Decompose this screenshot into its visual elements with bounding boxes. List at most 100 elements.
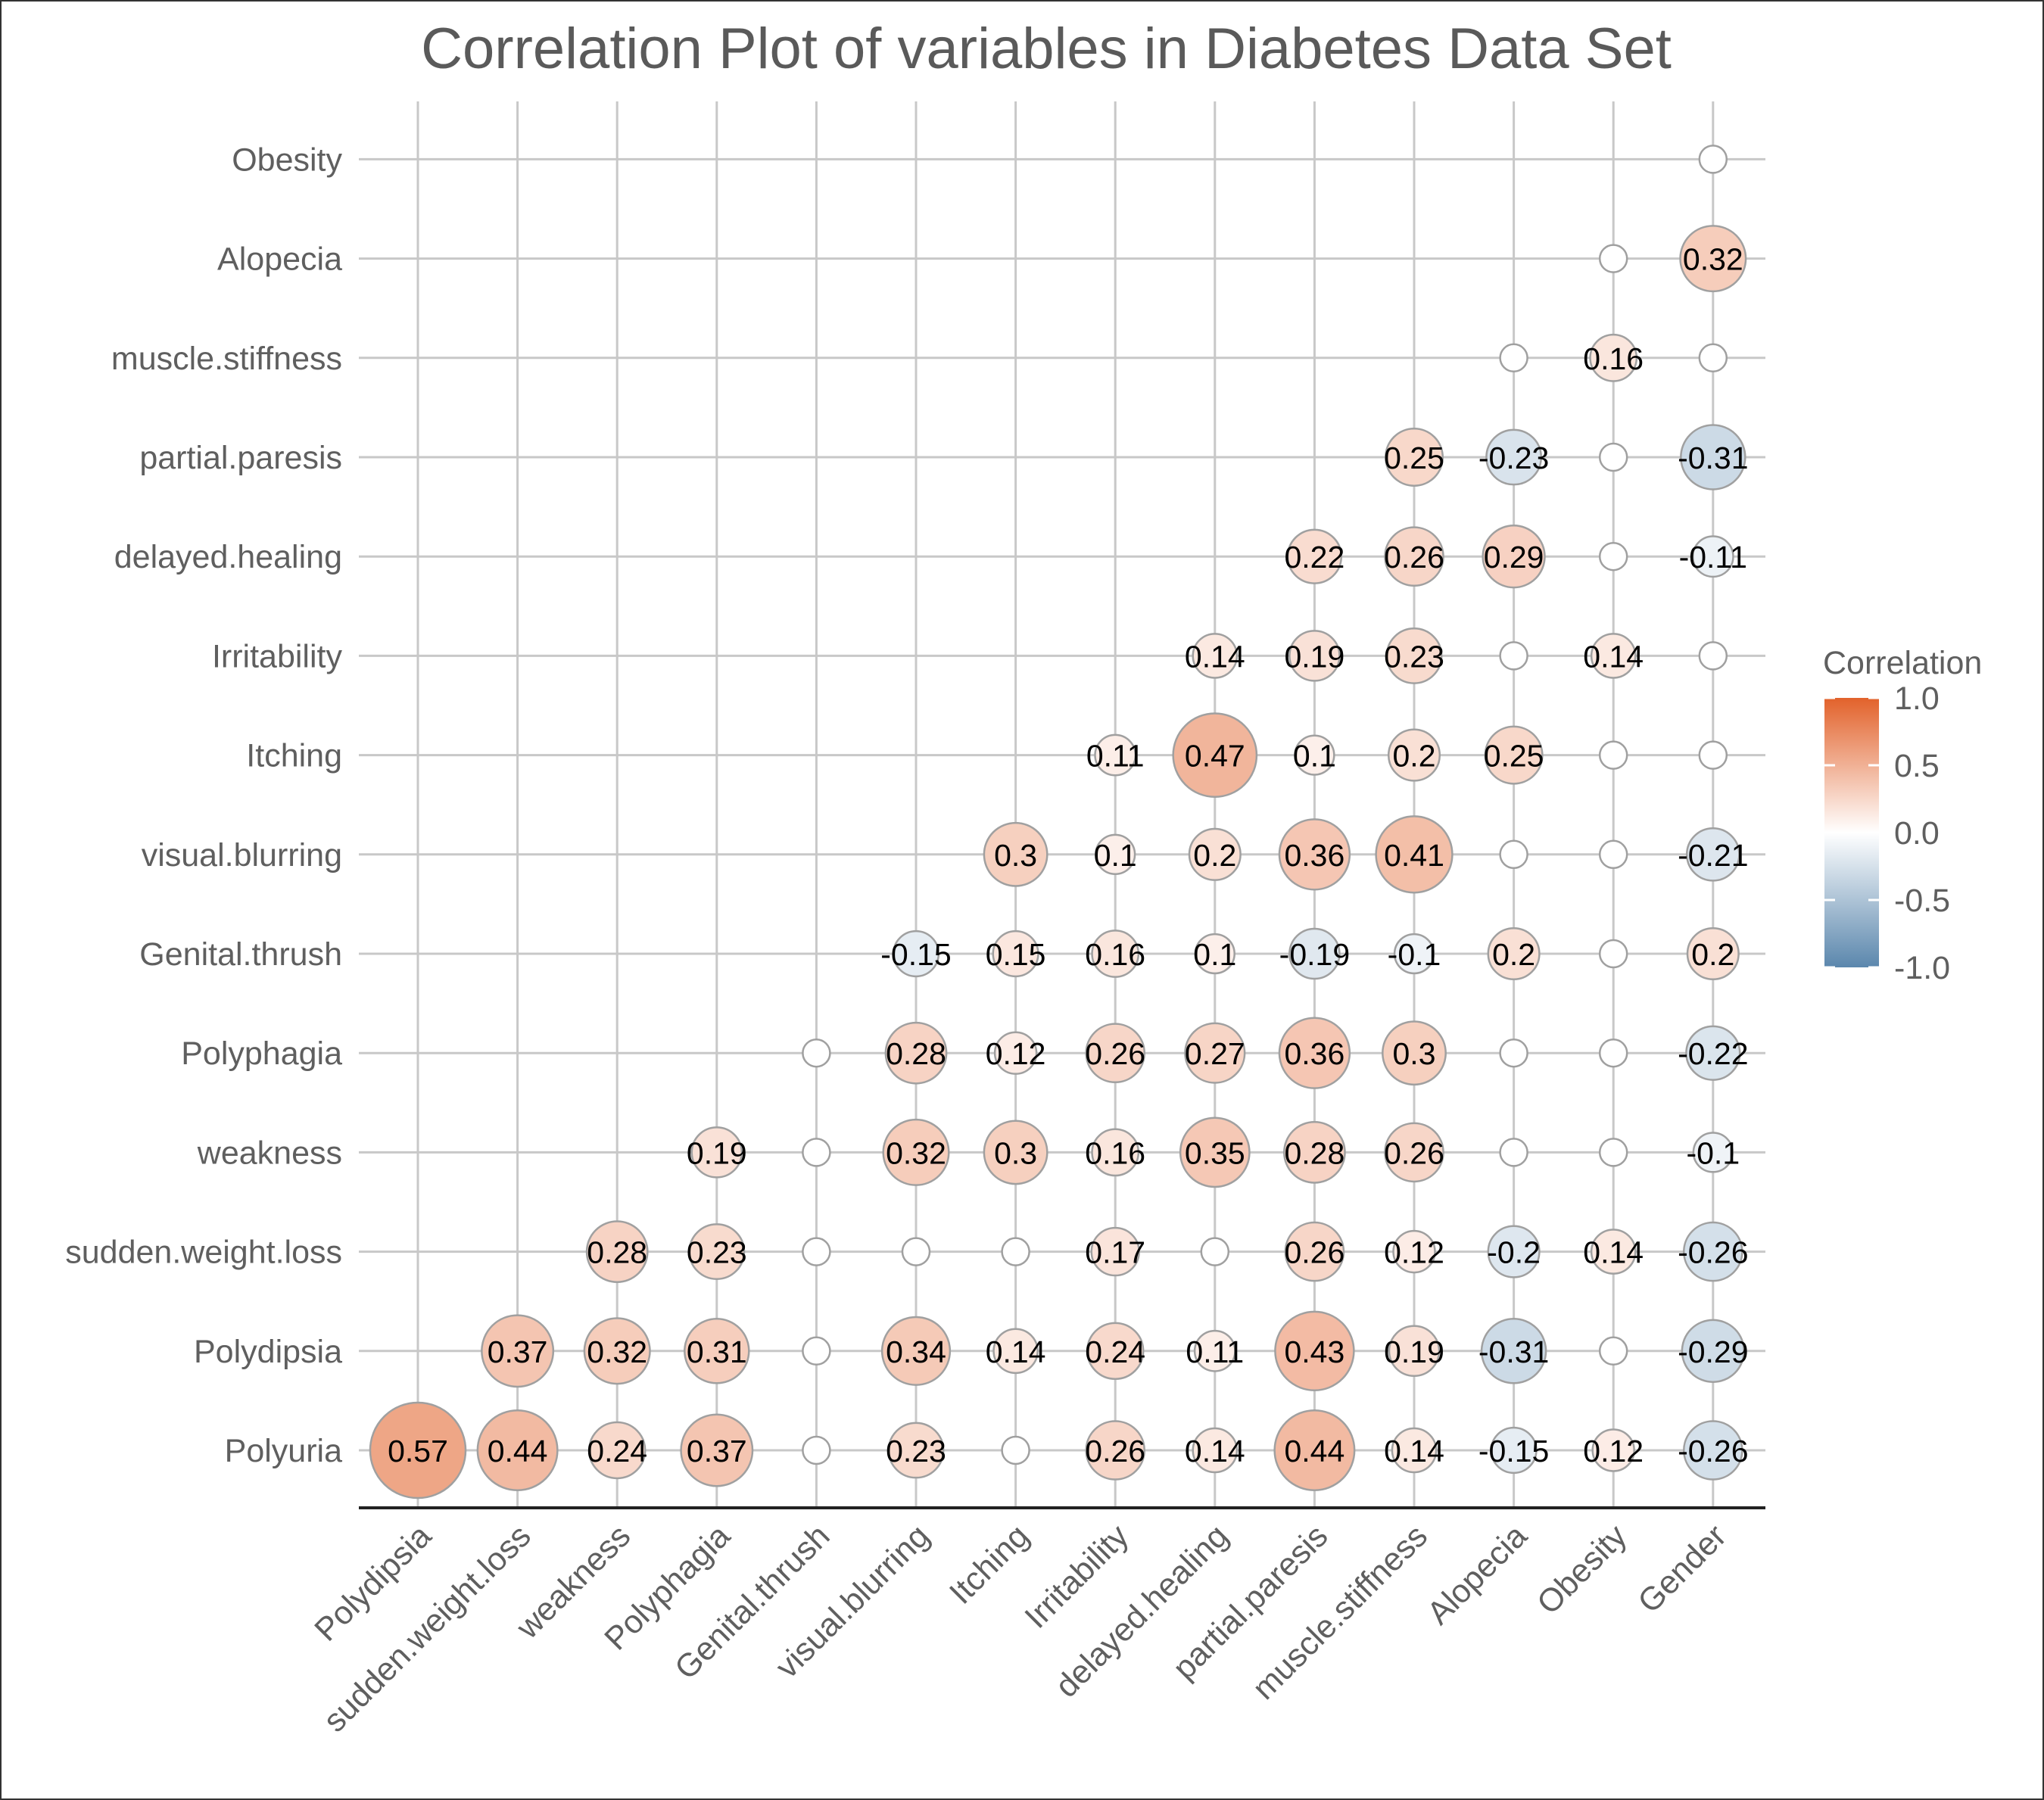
correlation-value-label: 0.1 [1094, 838, 1137, 873]
correlation-value-label: 0.2 [1492, 937, 1535, 972]
correlation-circle [1200, 1237, 1230, 1266]
correlation-value-label: 0.28 [1284, 1135, 1344, 1170]
correlation-value-label: 0.23 [687, 1235, 747, 1270]
correlation-value-label: 0.2 [1691, 937, 1734, 972]
correlation-value-label: 0.11 [1186, 1334, 1244, 1369]
x-tick-label: Alopecia [1420, 1518, 1535, 1632]
correlation-circle [1085, 1023, 1145, 1083]
correlation-circle [1590, 633, 1637, 679]
correlation-value-label: 0.36 [1284, 1036, 1344, 1071]
correlation-value-label: -0.21 [1678, 838, 1748, 873]
correlation-circle [802, 1237, 831, 1266]
correlation-circle [1485, 428, 1543, 486]
correlation-circle [983, 1120, 1048, 1185]
y-tick-label: sudden.weight.loss [65, 1235, 342, 1271]
correlation-circle [1085, 1420, 1145, 1481]
correlation-value-label: 0.26 [1384, 540, 1444, 575]
legend-title: Correlation [1823, 645, 1982, 681]
correlation-value-label: 0.24 [1085, 1334, 1145, 1369]
correlation-value-label: 0.14 [1583, 639, 1644, 674]
correlation-circle [1001, 1237, 1030, 1266]
correlation-circle [1273, 1409, 1356, 1492]
correlation-value-label: -0.22 [1678, 1036, 1748, 1071]
correlation-circle [1499, 343, 1528, 373]
correlation-value-label: -0.15 [880, 937, 951, 972]
correlation-value-label: 0.24 [587, 1434, 647, 1468]
correlation-circle [1387, 728, 1441, 782]
correlation-circle [1691, 535, 1734, 578]
correlation-circle [802, 1336, 831, 1366]
correlation-value-label: -0.23 [1478, 441, 1549, 475]
legend-tick-label: -1.0 [1894, 950, 1950, 986]
x-tick-label: Gender [1631, 1518, 1734, 1620]
x-tick-label: muscle.stiffness [1245, 1518, 1435, 1707]
correlation-circle [1499, 839, 1528, 870]
x-tick-label: Itching [943, 1518, 1036, 1612]
correlation-circle [983, 821, 1048, 887]
x-tick-label: Obesity [1530, 1518, 1634, 1621]
correlation-circle [884, 1021, 948, 1085]
correlation-circle [1090, 1226, 1140, 1277]
correlation-circle [1193, 1329, 1236, 1372]
correlation-value-label: 0.43 [1284, 1334, 1344, 1369]
grid-lines [359, 101, 1765, 1508]
correlation-value-label: 0.26 [1085, 1036, 1145, 1071]
correlation-circle [1095, 833, 1136, 875]
correlation-value-label: -0.1 [1686, 1135, 1740, 1170]
chart-title: Correlation Plot of variables in Diabete… [421, 17, 1672, 81]
correlation-circle [1288, 927, 1341, 980]
correlation-circle [1698, 641, 1728, 671]
correlation-circle [1590, 1229, 1637, 1275]
correlation-value-label: 0.14 [1583, 1235, 1644, 1270]
correlation-circle [1680, 424, 1746, 490]
correlation-value-label: -0.1 [1388, 937, 1441, 972]
correlation-value-label: 0.14 [986, 1334, 1046, 1369]
correlation-circle [1001, 1435, 1030, 1465]
correlation-circle [1384, 526, 1444, 587]
correlation-circle [1598, 442, 1628, 472]
correlation-circle [1598, 541, 1628, 571]
correlation-circle [1679, 225, 1747, 293]
correlation-circle [1698, 343, 1728, 373]
correlation-value-label: 0.14 [1384, 1434, 1444, 1468]
correlation-value-label: 0.12 [986, 1036, 1046, 1071]
correlation-circle [1294, 734, 1335, 776]
correlation-value-label: 0.25 [1384, 441, 1444, 475]
correlation-circle [1184, 1022, 1246, 1084]
correlation-circle [481, 1314, 555, 1388]
correlation-circle [992, 930, 1039, 978]
correlation-value-label: 0.26 [1284, 1235, 1344, 1270]
correlation-value-label: 0.25 [1484, 739, 1544, 774]
correlation-value-label: -0.15 [1478, 1434, 1549, 1468]
correlation-value-label: 0.47 [1185, 739, 1245, 774]
correlation-value-label: 0.28 [587, 1235, 647, 1270]
y-tick-label: muscle.stiffness [111, 341, 342, 377]
y-tick-label: Polyphagia [181, 1035, 342, 1072]
correlation-value-label: -0.29 [1678, 1334, 1748, 1369]
correlation-circle [1480, 1318, 1547, 1384]
correlation-value-label: 0.32 [1683, 242, 1743, 277]
legend: Correlation 1.0 0.5 0.0 -0.5 -1.0 [1823, 645, 1982, 986]
y-tick-label: Alopecia [217, 241, 342, 278]
correlation-value-label: 0.19 [1384, 1334, 1444, 1369]
correlation-circle [690, 1126, 743, 1179]
correlation-circle [1499, 1138, 1528, 1167]
correlation-circle [1375, 815, 1454, 894]
correlation-circle [1283, 1121, 1346, 1184]
correlation-value-label: -0.11 [1679, 540, 1747, 575]
correlation-circle [887, 1422, 945, 1479]
correlation-circle [1391, 1427, 1438, 1474]
correlation-value-label: 0.32 [587, 1334, 647, 1369]
correlation-circle [1490, 1426, 1538, 1475]
y-tick-label: Itching [246, 738, 342, 774]
correlation-circle [1698, 740, 1728, 770]
correlation-circle [585, 1220, 649, 1283]
correlation-circle [1681, 1319, 1745, 1383]
correlation-value-label: 0.44 [1284, 1434, 1344, 1468]
correlation-value-label: 0.12 [1583, 1434, 1644, 1468]
correlation-value-label: -0.31 [1478, 1334, 1549, 1369]
correlation-cells: 0.57 0.44 0.24 0.37 0.23 0.26 0.14 0.44 0.14 -0.1… [369, 145, 1749, 1499]
correlation-circle [1179, 1116, 1251, 1188]
